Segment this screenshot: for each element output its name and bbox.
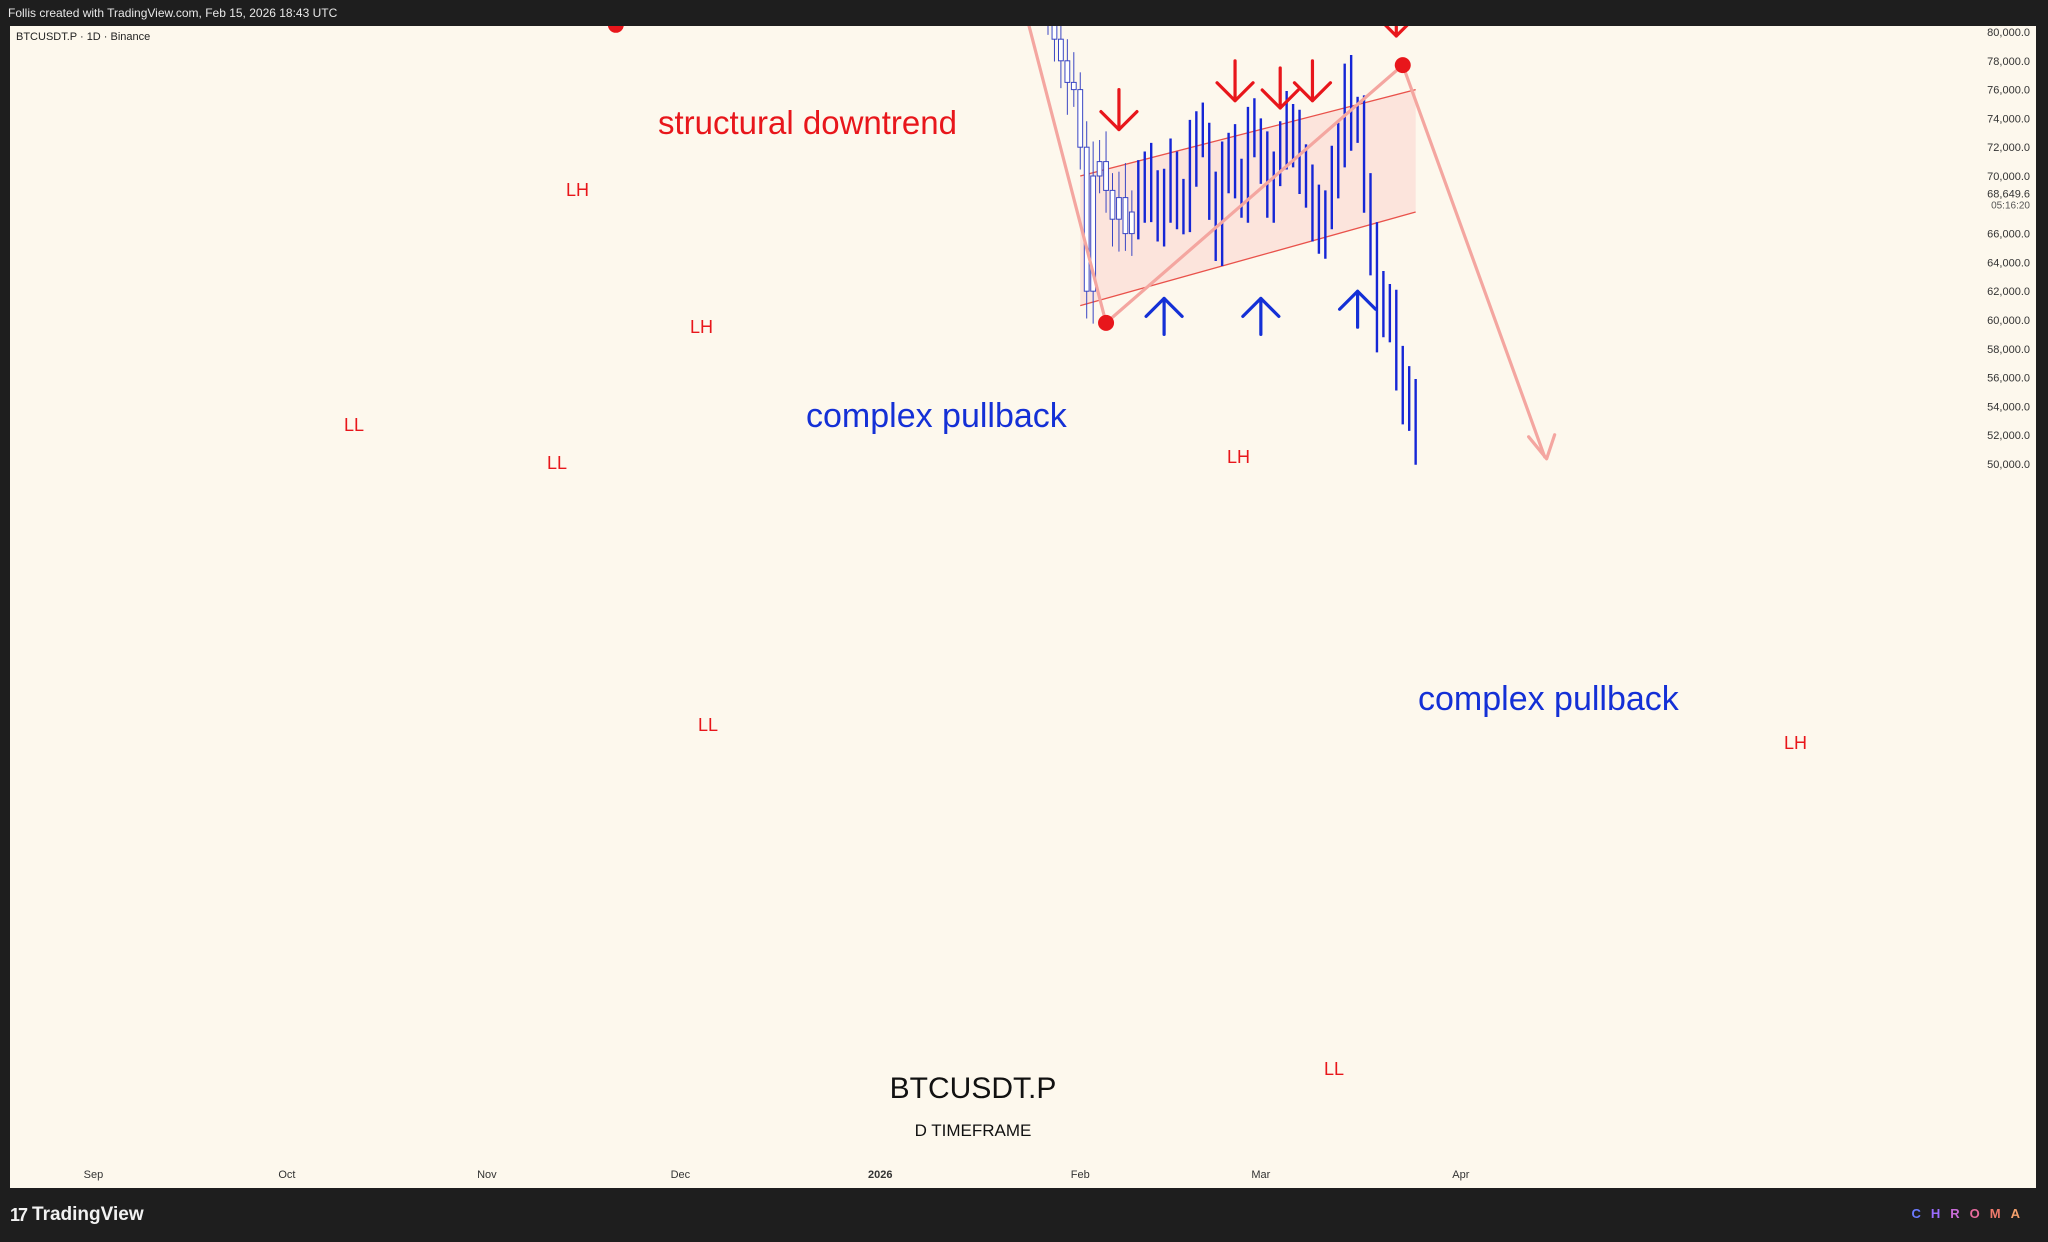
candle-body bbox=[1058, 38, 1064, 62]
y-tick-label: 80,000.0 bbox=[1987, 27, 2030, 39]
candle-body bbox=[1083, 146, 1090, 292]
candle-body bbox=[1090, 175, 1097, 292]
y-tick-label: 54,000.0 bbox=[1987, 401, 2030, 413]
down-arrow-icon bbox=[1260, 66, 1300, 110]
candle-body bbox=[1122, 197, 1129, 235]
chroma-letter: C bbox=[1911, 1206, 1931, 1221]
chroma-letter: R bbox=[1950, 1206, 1970, 1221]
y-tick-label: 52,000.0 bbox=[1987, 430, 2030, 442]
countdown-label: 05:16:20 bbox=[1991, 200, 2030, 211]
x-tick-label: Apr bbox=[1452, 1169, 1469, 1181]
attribution-text: Follis created with TradingView.com, Feb… bbox=[8, 6, 338, 20]
candle-body bbox=[1096, 161, 1103, 177]
footer-bar: 17 TradingView CHROMA bbox=[0, 1188, 2048, 1242]
up-arrow-icon bbox=[1144, 296, 1184, 336]
candle-body bbox=[1109, 189, 1116, 220]
lh-label: LH bbox=[566, 180, 589, 200]
candle-body bbox=[1116, 197, 1122, 220]
candles-layer[interactable] bbox=[14, 26, 1417, 465]
x-tick-label: Nov bbox=[477, 1169, 497, 1181]
attribution-bar: Follis created with TradingView.com, Feb… bbox=[0, 0, 2048, 26]
ll-label: LL bbox=[547, 453, 567, 473]
y-tick-label: 64,000.0 bbox=[1987, 257, 2030, 269]
pivot-marker bbox=[1394, 57, 1411, 74]
y-tick-label: 76,000.0 bbox=[1987, 85, 2030, 97]
zigzag-segment bbox=[1027, 26, 1108, 325]
y-tick-label: 50,000.0 bbox=[1987, 459, 2030, 471]
candle-body bbox=[1128, 211, 1135, 235]
y-tick-label: 78,000.0 bbox=[1987, 56, 2030, 68]
down-arrow-icon bbox=[1292, 59, 1333, 103]
chart-panel[interactable]: structural downtrend complex pullback comp… bbox=[10, 26, 2036, 1188]
up-arrow-icon bbox=[1241, 296, 1281, 336]
y-tick-label: 74,000.0 bbox=[1987, 113, 2030, 125]
lh-label: LH bbox=[1227, 447, 1250, 467]
x-axis[interactable]: Sep Oct Nov Dec 2026 Feb Mar Apr bbox=[84, 1169, 1470, 1181]
x-tick-label: 2026 bbox=[868, 1169, 892, 1181]
x-tick-label: Sep bbox=[84, 1169, 104, 1181]
trend-arrowhead bbox=[1527, 433, 1557, 461]
complex-pullback-label: complex pullback bbox=[1418, 680, 1680, 718]
y-tick-label: 70,000.0 bbox=[1987, 171, 2030, 183]
y-tick-label: 66,000.0 bbox=[1987, 229, 2030, 241]
ll-label: LL bbox=[698, 715, 718, 735]
ll-label: LL bbox=[1324, 1059, 1344, 1079]
candle-body bbox=[1064, 60, 1071, 83]
complex-pullback-label: complex pullback bbox=[806, 397, 1068, 435]
lh-label: LH bbox=[690, 317, 713, 337]
y-tick-label: 60,000.0 bbox=[1987, 315, 2030, 327]
chart-watermark-title: BTCUSDT.P bbox=[890, 1072, 1057, 1105]
pivot-marker bbox=[607, 26, 624, 33]
symbol-legend[interactable]: BTCUSDT.P · 1D · Binance bbox=[16, 31, 151, 43]
y-tick-label: 62,000.0 bbox=[1987, 286, 2030, 298]
x-tick-label: Mar bbox=[1251, 1169, 1270, 1181]
annotation-layer: structural downtrend complex pullback comp… bbox=[344, 104, 1807, 1140]
tradingview-logo-text: TradingView bbox=[32, 1204, 144, 1225]
ll-label: LL bbox=[344, 415, 364, 435]
structural-downtrend-label: structural downtrend bbox=[658, 104, 957, 141]
tradingview-logo[interactable]: 17 TradingView bbox=[10, 1204, 144, 1226]
lh-label: LH bbox=[1784, 733, 1807, 753]
candle-body bbox=[1077, 89, 1084, 148]
x-tick-label: Oct bbox=[278, 1169, 295, 1181]
y-tick-label: 72,000.0 bbox=[1987, 142, 2030, 154]
down-arrow-icon bbox=[1384, 26, 1409, 38]
down-arrow-icon bbox=[1215, 59, 1255, 103]
y-tick-label: 56,000.0 bbox=[1987, 373, 2030, 385]
chroma-letter: M bbox=[1989, 1206, 2011, 1221]
current-price-label: 68,649.6 bbox=[1987, 188, 2030, 200]
candle-body bbox=[1070, 81, 1077, 91]
zigzag-segment bbox=[1104, 63, 1405, 325]
chart-watermark-subtitle: D TIMEFRAME bbox=[915, 1121, 1032, 1140]
zigzag-segment bbox=[1401, 63, 1547, 459]
pivot-marker bbox=[1098, 314, 1115, 331]
tradingview-logo-icon: 17 bbox=[10, 1204, 28, 1225]
channel-layer bbox=[1080, 88, 1416, 307]
y-tick-label: 58,000.0 bbox=[1987, 344, 2030, 356]
zigzag-layer bbox=[614, 26, 1557, 461]
price-tag-bg bbox=[1976, 186, 2032, 211]
channel-lower-line bbox=[1080, 211, 1416, 307]
chroma-wordmark: CHROMA bbox=[1911, 1206, 2030, 1221]
candle-body bbox=[1051, 26, 1058, 40]
chroma-letter: H bbox=[1930, 1206, 1951, 1221]
price-chart[interactable]: structural downtrend complex pullback comp… bbox=[10, 26, 2036, 1188]
chroma-letter: O bbox=[1969, 1206, 1990, 1221]
x-tick-label: Dec bbox=[671, 1169, 691, 1181]
up-arrow-icon bbox=[1338, 289, 1378, 329]
down-arrow-icon bbox=[1099, 88, 1139, 132]
chroma-letter: A bbox=[2010, 1206, 2030, 1221]
x-tick-label: Feb bbox=[1071, 1169, 1090, 1181]
y-axis[interactable]: 50,000.0 52,000.0 54,000.0 56,000.0 58,000.0… bbox=[1976, 26, 2032, 471]
marker-layer bbox=[607, 26, 1411, 336]
candle-body bbox=[1103, 161, 1109, 191]
